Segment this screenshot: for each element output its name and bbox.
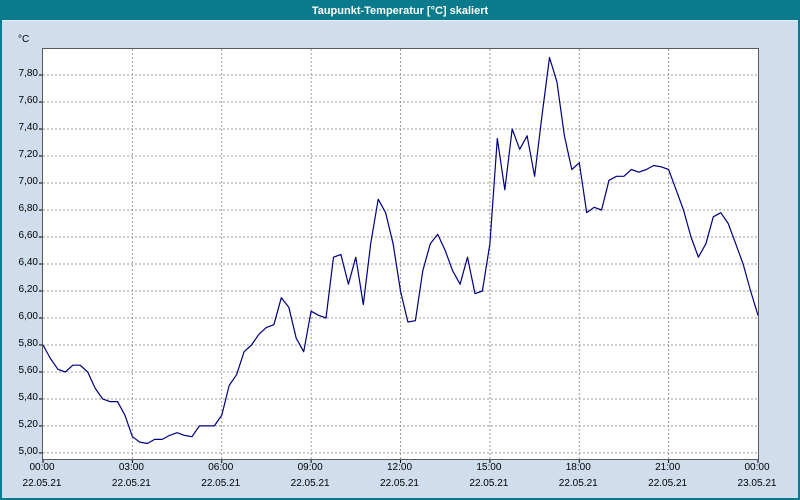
x-tick-time-label: 18:00	[565, 462, 591, 473]
x-tick-time-label: 15:00	[476, 462, 502, 473]
x-tick-date-label: 22.05.21	[469, 478, 509, 489]
dewpoint-line-chart	[39, 49, 759, 463]
x-tick-time-label: 00:00	[744, 462, 770, 473]
y-tick-label: 7,20	[18, 149, 38, 161]
y-tick-label: 7,40	[18, 122, 38, 134]
x-tick-date-label: 22.05.21	[201, 478, 241, 489]
dewpoint-series-line	[42, 56, 759, 445]
x-tick-date-label: 23.05.21	[737, 478, 777, 489]
y-tick-label: 6,60	[18, 229, 38, 241]
y-tick-label: 6,80	[18, 203, 38, 214]
y-tick-label: 6,20	[18, 283, 38, 295]
y-tick-label: 7,60	[18, 95, 38, 107]
y-tick-label: 5,00	[18, 445, 38, 457]
y-tick-label: 5,40	[18, 391, 38, 403]
y-tick-label: 6,40	[18, 256, 38, 268]
x-tick-date-label: 22.05.21	[22, 478, 62, 489]
x-tick-time-label: 21:00	[655, 462, 681, 473]
x-tick-time-label: 12:00	[386, 462, 413, 473]
chart-title: Taupunkt-Temperatur [°C] skaliert	[311, 5, 489, 17]
x-tick-date-label: 22.05.21	[290, 478, 330, 489]
x-tick-time-label: 09:00	[297, 462, 323, 473]
y-tick-label: 5,80	[18, 337, 38, 349]
y-tick-label: 7,00	[18, 176, 38, 187]
x-tick-date-label: 22.05.21	[648, 478, 688, 489]
y-tick-label: 5,20	[18, 418, 38, 430]
title-bar: Taupunkt-Temperatur [°C] skaliert	[2, 2, 798, 21]
y-tick-label: 5,60	[18, 364, 38, 376]
x-tick-date-label: 22.05.21	[558, 478, 598, 489]
x-tick-date-label: 22.05.21	[111, 478, 151, 489]
plot-area	[39, 48, 759, 463]
y-tick-label: 6,00	[18, 310, 38, 322]
y-tick-label: 7,80	[18, 68, 38, 80]
x-tick-time-label: 03:00	[118, 462, 144, 473]
x-tick-time-label: 06:00	[208, 462, 234, 473]
y-axis-unit-label: °C	[18, 34, 30, 45]
x-tick-date-label: 22.05.21	[380, 478, 419, 489]
x-tick-time-label: 00:00	[29, 462, 55, 473]
